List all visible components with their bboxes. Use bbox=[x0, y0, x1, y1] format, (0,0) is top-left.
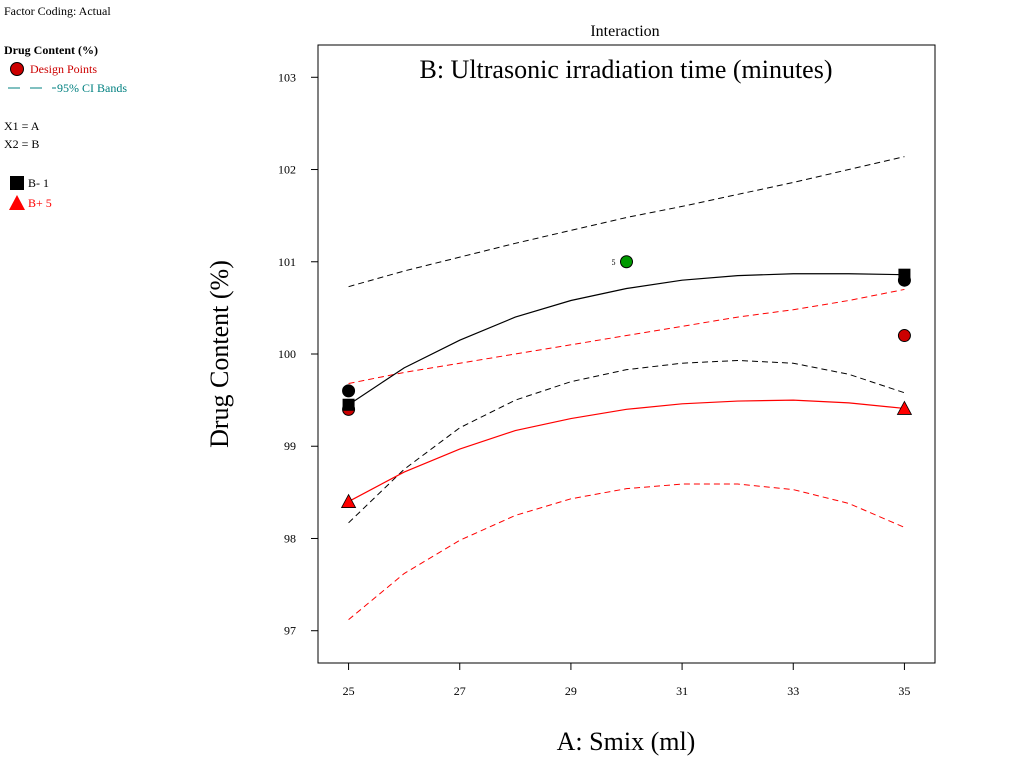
b-plus-ci-lower bbox=[348, 483, 905, 621]
ci-bands bbox=[348, 156, 905, 621]
factor-title: B: Ultrasonic irradiation time (minutes) bbox=[419, 55, 832, 84]
b-minus-ci-lower bbox=[348, 359, 905, 524]
design-point bbox=[897, 329, 911, 343]
x-tick-label: 35 bbox=[898, 684, 910, 698]
b-minus-endpoint-marker bbox=[342, 398, 355, 411]
design-point bbox=[342, 384, 356, 398]
y-tick-label: 103 bbox=[278, 70, 296, 84]
ci-bands-legend-label: 95% CI Bands bbox=[57, 81, 127, 95]
x-tick-label: 29 bbox=[565, 684, 577, 698]
b-minus-legend-marker bbox=[10, 176, 24, 190]
y-tick-label: 100 bbox=[278, 347, 296, 361]
x-axis-ticks: 25 27 29 31 33 35 bbox=[343, 663, 910, 698]
y-tick-label: 99 bbox=[284, 439, 296, 453]
response-title: Drug Content (%) bbox=[4, 43, 98, 57]
b-plus-endpoint-marker bbox=[896, 400, 913, 415]
x-tick-label: 33 bbox=[787, 684, 799, 698]
x-tick-label: 31 bbox=[676, 684, 688, 698]
x-axis-label: A: Smix (ml) bbox=[557, 727, 696, 756]
plot-title: Interaction bbox=[590, 23, 659, 40]
design-points-legend-marker bbox=[10, 62, 24, 76]
factor-coding-label: Factor Coding: Actual bbox=[4, 4, 111, 18]
design-point-count-label: 5 bbox=[612, 258, 616, 267]
b-plus-legend-marker bbox=[9, 195, 25, 210]
b-minus-fit-line bbox=[348, 273, 905, 406]
y-tick-label: 98 bbox=[284, 531, 296, 545]
x2-definition: X2 = B bbox=[4, 137, 39, 151]
b-plus-endpoint-marker bbox=[340, 493, 357, 508]
b-plus-legend-label: B+ 5 bbox=[28, 196, 52, 210]
b-minus-endpoint-marker bbox=[898, 268, 911, 281]
x-tick-label: 25 bbox=[343, 684, 355, 698]
plot-area bbox=[317, 44, 936, 664]
y-tick-label: 97 bbox=[284, 624, 296, 638]
b-minus-ci-upper bbox=[348, 156, 905, 288]
endpoint-markers bbox=[340, 268, 913, 508]
x1-definition: X1 = A bbox=[4, 119, 40, 133]
y-axis-ticks: 97 98 99 100 101 102 103 bbox=[278, 70, 318, 638]
b-plus-ci-upper bbox=[348, 288, 905, 385]
b-plus-fit-line bbox=[348, 399, 905, 503]
design-points-legend-label: Design Points bbox=[30, 62, 97, 76]
fit-lines bbox=[348, 273, 905, 503]
design-point bbox=[620, 255, 633, 269]
x-tick-label: 27 bbox=[454, 684, 466, 698]
y-axis-label: Drug Content (%) bbox=[205, 260, 234, 448]
y-tick-label: 101 bbox=[278, 255, 296, 269]
y-tick-label: 102 bbox=[278, 163, 296, 177]
b-minus-legend-label: B- 1 bbox=[28, 176, 49, 190]
